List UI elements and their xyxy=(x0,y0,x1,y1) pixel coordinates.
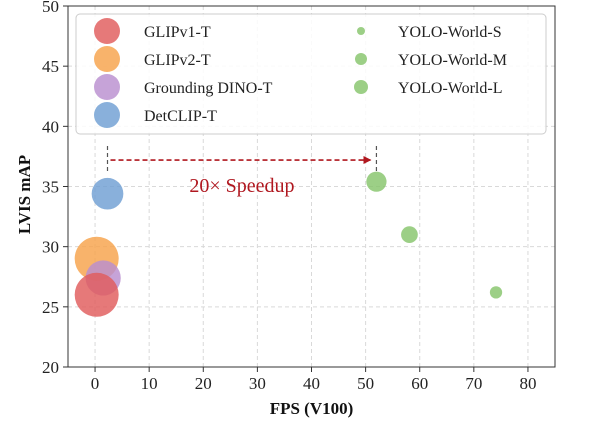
data-points xyxy=(74,171,503,317)
legend-marker-glipv2-t xyxy=(94,46,120,72)
x-tick-label: 70 xyxy=(465,374,482,393)
x-tick-label: 0 xyxy=(91,374,100,393)
x-axis-label: FPS (V100) xyxy=(270,399,354,418)
x-tick-label: 60 xyxy=(411,374,428,393)
legend-box xyxy=(75,13,547,135)
x-tick-label: 20 xyxy=(195,374,212,393)
legend-marker-yolo-world-l xyxy=(354,80,368,94)
legend-label-detclip-t: DetCLIP-T xyxy=(144,108,217,125)
legend-marker-grounding-dino-t xyxy=(94,74,120,100)
legend-marker-yolo-world-m xyxy=(355,53,367,65)
y-axis-label: LVIS mAP xyxy=(15,155,34,234)
x-tick-label: 10 xyxy=(141,374,158,393)
point-detclip-t xyxy=(91,177,124,210)
y-tick-label: 40 xyxy=(42,117,59,136)
legend-marker-yolo-world-s xyxy=(357,27,365,35)
x-tick-label: 30 xyxy=(249,374,266,393)
point-yolo-world-s xyxy=(489,286,503,299)
legend-label-glipv2-t: GLIPv2-T xyxy=(144,52,211,69)
legend-label-yolo-world-s: YOLO-World-S xyxy=(398,24,502,41)
point-glipv1-t xyxy=(74,272,119,317)
legend: GLIPv1-T GLIPv2-T Grounding DINO-T DetCLIP-… xyxy=(75,13,547,135)
legend-label-yolo-world-l: YOLO-World-L xyxy=(398,80,502,97)
y-tick-label: 25 xyxy=(42,298,59,317)
legend-marker-glipv1-t xyxy=(94,18,120,44)
x-tick-label: 50 xyxy=(357,374,374,393)
axis-ticks: 0 10 20 30 40 50 60 70 80 20 25 30 35 40 45 50 xyxy=(42,0,536,393)
point-yolo-world-l xyxy=(366,171,387,192)
y-tick-label: 50 xyxy=(42,0,59,16)
y-tick-label: 20 xyxy=(42,358,59,377)
speedup-label: 20× Speedup xyxy=(189,175,294,197)
legend-label-grounding-dino-t: Grounding DINO-T xyxy=(144,80,273,97)
y-tick-label: 35 xyxy=(42,178,59,197)
speedup-annotation: 20× Speedup xyxy=(106,146,378,197)
y-tick-label: 45 xyxy=(42,57,59,76)
point-yolo-world-m xyxy=(401,226,418,243)
legend-label-yolo-world-m: YOLO-World-M xyxy=(398,52,507,69)
legend-marker-detclip-t xyxy=(94,102,120,128)
x-tick-label: 40 xyxy=(303,374,320,393)
y-tick-label: 30 xyxy=(42,238,59,257)
x-tick-label: 80 xyxy=(519,374,536,393)
legend-label-glipv1-t: GLIPv1-T xyxy=(144,24,211,41)
